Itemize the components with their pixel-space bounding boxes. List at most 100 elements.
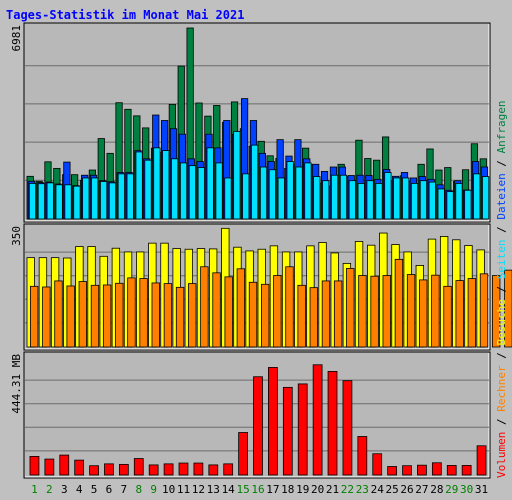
x-tick-label: 17 xyxy=(266,483,279,496)
bar-pages xyxy=(215,162,223,220)
legend-entry: / xyxy=(495,153,508,173)
bar-pages xyxy=(171,158,179,220)
x-tick-label: 9 xyxy=(150,483,157,496)
x-tick-label: 4 xyxy=(76,483,83,496)
bar-pages xyxy=(64,184,72,220)
bar-pages xyxy=(410,183,419,220)
x-tick-label: 29 xyxy=(445,483,458,496)
bar-pages xyxy=(446,191,454,220)
bar-pages xyxy=(188,165,197,220)
bar-pages xyxy=(304,162,312,220)
bar-sites xyxy=(297,284,306,348)
x-tick-label: 18 xyxy=(281,483,294,496)
bar-sites xyxy=(431,274,440,348)
legend-entry: / xyxy=(495,220,508,240)
bar-sites xyxy=(30,285,39,348)
bar-pages xyxy=(197,167,205,220)
bar-pages xyxy=(348,180,356,220)
bar-pages xyxy=(242,173,250,220)
bar-pages xyxy=(46,182,54,220)
bar-pages xyxy=(91,177,99,220)
bar-sites xyxy=(188,283,197,348)
bar-pages xyxy=(153,147,161,220)
bar-pages xyxy=(322,180,330,220)
bar-volume xyxy=(238,432,248,476)
bar-volume xyxy=(446,465,457,476)
bar-sites xyxy=(54,280,63,348)
bar-sites xyxy=(90,284,100,348)
x-tick-label: 19 xyxy=(296,483,309,496)
x-tick-label: 10 xyxy=(162,483,175,496)
bar-pages xyxy=(108,182,117,220)
x-tick-label: 6 xyxy=(106,483,113,496)
bar-sites xyxy=(248,281,258,348)
bar-pages xyxy=(482,176,490,220)
bar-sites xyxy=(102,284,112,348)
legend-entry: Seiten xyxy=(495,240,508,280)
bar-sites xyxy=(346,268,355,348)
legend-entry: Besuche xyxy=(495,299,508,345)
bar-pages xyxy=(99,181,108,220)
bar-volume xyxy=(119,463,129,476)
bar-pages xyxy=(428,181,436,220)
x-tick-label: 8 xyxy=(135,483,142,496)
bar-sites xyxy=(504,269,512,348)
legend-entry: Anfragen xyxy=(495,100,508,153)
bar-volume xyxy=(193,462,204,476)
x-tick-label: 28 xyxy=(430,483,443,496)
x-tick-label: 15 xyxy=(236,483,249,496)
bar-pages xyxy=(357,183,365,220)
bar-volume xyxy=(387,466,397,476)
y-max-label: 350 xyxy=(10,226,23,246)
bar-pages xyxy=(455,183,463,220)
bar-volume xyxy=(29,456,40,476)
bar-pages xyxy=(259,166,268,220)
bar-pages xyxy=(286,161,294,220)
bar-volume xyxy=(357,436,368,476)
legend-text: Volumen / Rechner / Besuche / Seiten / D… xyxy=(495,100,508,478)
bar-sites xyxy=(333,280,343,348)
x-tick-label: 7 xyxy=(121,483,128,496)
bar-sites xyxy=(394,258,404,348)
bar-pages xyxy=(135,151,143,220)
panel-middle: 350 xyxy=(10,223,512,351)
x-tick-label: 12 xyxy=(192,483,205,496)
bar-sites xyxy=(151,282,160,348)
bar-volume xyxy=(223,463,234,476)
bar-sites xyxy=(78,281,87,348)
bar-volume xyxy=(148,464,159,476)
x-tick-label: 2 xyxy=(46,483,53,496)
bar-pages xyxy=(82,177,90,220)
x-tick-label: 3 xyxy=(61,483,68,496)
legend-entry: Rechner xyxy=(495,365,508,412)
bar-sites xyxy=(66,285,75,348)
bar-sites xyxy=(200,266,209,348)
legend-entry: / xyxy=(495,412,508,432)
x-tick-label: 16 xyxy=(251,483,264,496)
bar-sites xyxy=(273,275,282,348)
bar-sites xyxy=(285,266,294,348)
bar-pages xyxy=(224,177,232,220)
x-tick-label: 23 xyxy=(356,483,369,496)
bar-volume xyxy=(208,464,219,476)
x-tick-label: 11 xyxy=(177,483,190,496)
legend-entry: / xyxy=(495,279,508,299)
bar-volume xyxy=(44,458,55,476)
x-tick-label: 25 xyxy=(386,483,399,496)
bar-pages xyxy=(162,150,170,220)
bar-sites xyxy=(139,278,148,348)
bar-sites xyxy=(175,286,185,348)
bar-pages xyxy=(179,162,188,220)
bar-pages xyxy=(295,166,303,220)
bar-pages xyxy=(366,180,374,220)
chart-panels: 6981 350 444.31 MB xyxy=(10,22,512,479)
bar-volume xyxy=(104,463,114,476)
bar-sites xyxy=(127,277,136,348)
bar-sites xyxy=(261,283,270,348)
bar-pages xyxy=(28,183,37,220)
panel-bottom: 444.31 MB xyxy=(10,351,491,479)
bar-sites xyxy=(224,276,233,348)
x-tick-label: 20 xyxy=(311,483,324,496)
bar-volume xyxy=(372,453,383,476)
